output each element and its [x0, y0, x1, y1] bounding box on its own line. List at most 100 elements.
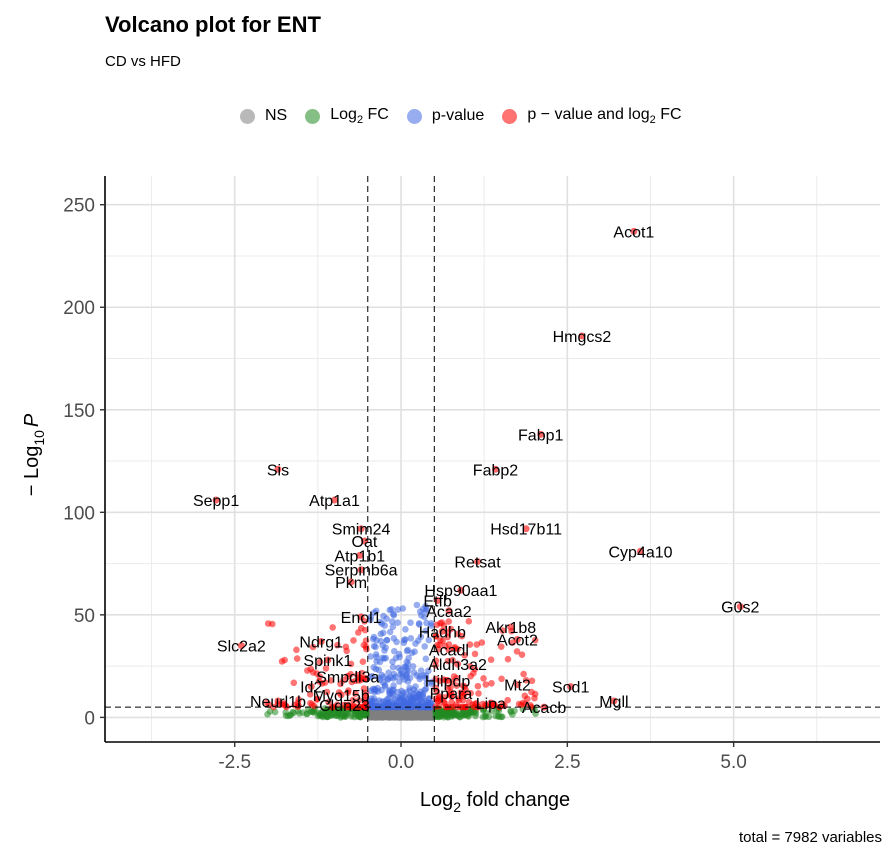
gene-label: Fabp2	[473, 462, 518, 479]
cloud-point	[349, 696, 357, 704]
gene-point	[434, 597, 442, 604]
cloud-point	[408, 701, 416, 708]
legend-swatch-pvalue-and-log2fc	[502, 108, 518, 124]
cloud-point	[377, 618, 384, 626]
gene-label: Sis	[267, 462, 289, 479]
cloud-point	[282, 709, 290, 716]
gene-point	[578, 332, 586, 340]
cloud-point	[290, 679, 298, 687]
cloud-point	[304, 667, 311, 674]
cloud-point	[422, 607, 430, 615]
gene-label: Neurl1b	[250, 694, 306, 711]
cloud-point	[433, 709, 440, 716]
cloud-point	[453, 674, 461, 682]
cloud-point	[482, 709, 490, 717]
cloud-point	[333, 701, 341, 708]
cloud-point	[372, 643, 379, 651]
y-tick-label: 0	[84, 708, 95, 729]
cloud-point	[449, 709, 456, 716]
cloud-point	[367, 653, 374, 660]
cloud-point	[389, 623, 397, 631]
gene-label: Acot1	[613, 224, 654, 241]
cloud-point	[293, 646, 300, 654]
cloud-point	[467, 689, 475, 697]
cloud-point	[352, 690, 359, 697]
cloud-point	[437, 637, 444, 644]
cloud-point	[334, 641, 341, 649]
gene-label: Myo15b	[313, 688, 370, 705]
gene-point	[212, 496, 220, 504]
cloud-point	[498, 675, 505, 683]
cloud-point	[296, 710, 303, 717]
cloud-point	[394, 619, 401, 626]
gene-label: Akr1b8	[485, 620, 536, 637]
cloud-point	[447, 625, 455, 633]
cloud-point	[449, 656, 456, 664]
cloud-point	[361, 626, 369, 634]
cloud-point	[343, 647, 351, 655]
cloud-point	[438, 709, 446, 716]
legend-swatch-pvalue	[406, 108, 422, 124]
legend-item-ns: NS	[240, 107, 287, 125]
cloud-point	[347, 660, 355, 668]
cloud-point	[522, 700, 529, 708]
cloud-point	[337, 714, 345, 721]
gene-point	[237, 642, 245, 650]
cloud-point	[313, 696, 321, 703]
gene-label: G0s2	[721, 600, 759, 617]
cloud-point	[478, 639, 486, 646]
gene-label: Sod1	[552, 680, 589, 697]
cloud-point	[359, 658, 367, 665]
legend-swatch-ns	[240, 108, 255, 124]
grid	[105, 176, 880, 742]
cloud-point	[466, 641, 474, 648]
cloud-point	[384, 675, 392, 682]
cloud-point	[421, 643, 429, 650]
x-tick-label: 2.5	[554, 752, 580, 773]
gene-point	[474, 558, 482, 566]
cutoff-lines	[105, 176, 880, 742]
cloud-point	[386, 628, 394, 636]
gene-label: Mgll	[599, 694, 628, 711]
cloud-point	[396, 678, 403, 685]
gene-label: Atp1b1	[334, 548, 385, 565]
cloud-point	[380, 629, 387, 637]
cloud-point	[384, 713, 392, 721]
cloud-point	[407, 619, 414, 626]
cloud-point	[327, 677, 335, 684]
x-tick-label: 5.0	[720, 752, 746, 773]
cloud-point	[293, 655, 301, 662]
cloud-point	[436, 677, 443, 685]
cloud-point	[379, 703, 387, 711]
cloud-point	[531, 636, 539, 644]
gene-point	[307, 683, 315, 691]
legend-swatch-log2fc	[305, 108, 321, 124]
cloud-point	[531, 694, 538, 702]
cloud-point	[415, 620, 423, 627]
cloud-point	[377, 637, 385, 645]
cloud-point	[360, 685, 368, 692]
cloud-point	[371, 685, 378, 693]
tick-labels: -2.5 0.0 2.5 5.0 0 50 100 150 200 250	[63, 196, 747, 773]
cloud-point	[390, 670, 398, 678]
cloud-point	[462, 686, 469, 693]
gene-label: Etfb	[423, 594, 452, 611]
gene-label: Acacb	[522, 700, 567, 717]
cloud-point	[265, 701, 273, 709]
cloud-point	[309, 643, 317, 651]
gene-label: Hadhb	[419, 624, 466, 641]
gene-point	[360, 537, 368, 545]
x-tick-label: 0.0	[388, 752, 414, 773]
cloud-point	[369, 672, 376, 680]
gene-label: Enol1	[341, 610, 382, 627]
cloud-point	[403, 647, 411, 655]
gene-label: Ppara	[430, 686, 473, 703]
cloud-point	[390, 691, 397, 699]
gene-label: Atp1a1	[309, 493, 360, 510]
cloud-point	[303, 710, 311, 717]
cloud-point	[394, 606, 402, 613]
cloud-point	[404, 660, 412, 668]
gene-point	[357, 566, 365, 574]
cloud-point	[413, 601, 421, 609]
gene-label: Ndrg1	[299, 635, 343, 652]
